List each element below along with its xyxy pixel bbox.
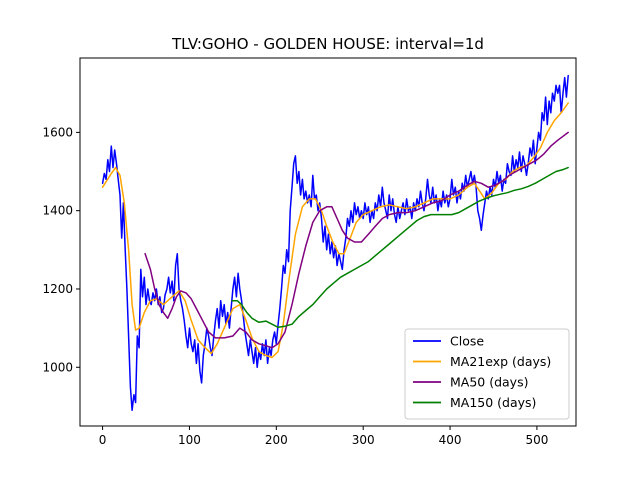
axes-frame — [79, 57, 577, 427]
x-tick-label: 200 — [265, 433, 288, 447]
x-tick-label: 300 — [352, 433, 375, 447]
chart-title: TLV:GOHO - GOLDEN HOUSE: interval=1d — [171, 35, 484, 53]
x-tick-label: 0 — [99, 433, 107, 447]
legend: Close MA21exp (days) MA50 (days) MA150 (day… — [404, 328, 570, 420]
legend-label-3: MA150 (days) — [450, 395, 536, 410]
x-axis: 0 100 200 300 400 500 — [99, 426, 548, 447]
legend-box — [404, 328, 570, 420]
series-line-2 — [144, 131, 569, 349]
series-line-1 — [101, 102, 569, 359]
legend-label-2: MA50 (days) — [450, 375, 528, 390]
x-tick-label: 400 — [439, 433, 462, 447]
x-tick-label: 500 — [525, 433, 548, 447]
y-tick-label: 1000 — [42, 360, 73, 374]
series-line-3 — [231, 166, 569, 329]
y-tick-label: 1200 — [42, 282, 73, 296]
legend-label-1: MA21exp (days) — [450, 354, 551, 369]
x-tick-label: 100 — [178, 433, 201, 447]
legend-label-0: Close — [450, 334, 484, 349]
y-tick-label: 1400 — [42, 204, 73, 218]
plot-area — [101, 74, 569, 412]
y-axis: 1000 1200 1400 1600 — [42, 125, 80, 374]
y-tick-label: 1600 — [42, 125, 73, 139]
